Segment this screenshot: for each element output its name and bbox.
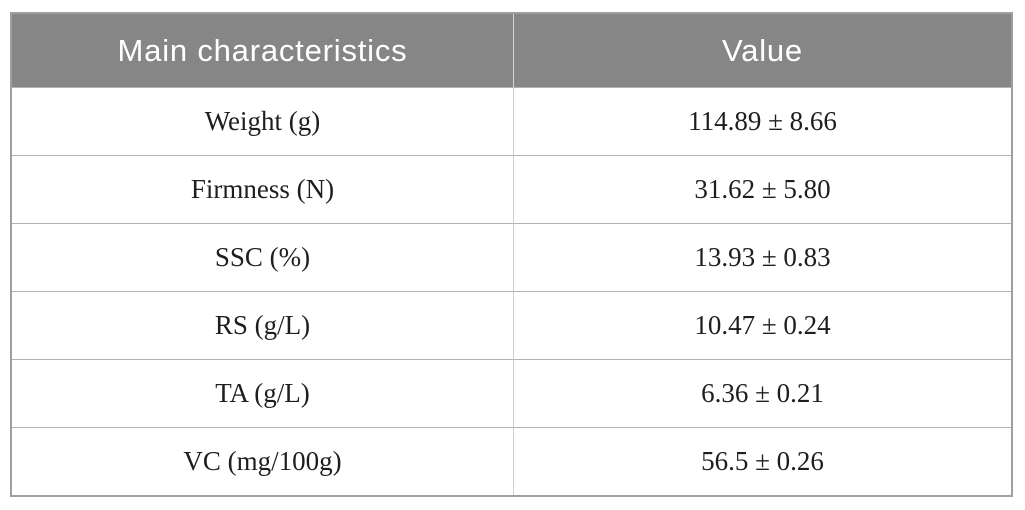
row-firmness-label: Firmness (N) xyxy=(12,155,513,223)
characteristics-table: Main characteristics Value Weight (g) 11… xyxy=(10,12,1013,497)
row-vc-label: VC (mg/100g) xyxy=(12,427,513,495)
row-ssc-value: 13.93 ± 0.83 xyxy=(512,223,1011,291)
row-ssc-label: SSC (%) xyxy=(12,223,513,291)
column-header-main-characteristics: Main characteristics xyxy=(12,14,513,87)
row-ta-label: TA (g/L) xyxy=(12,359,513,427)
column-header-value: Value xyxy=(512,14,1011,87)
row-vc-value: 56.5 ± 0.26 xyxy=(512,427,1011,495)
row-rs-label: RS (g/L) xyxy=(12,291,513,359)
row-ta-value: 6.36 ± 0.21 xyxy=(512,359,1011,427)
row-rs-value: 10.47 ± 0.24 xyxy=(512,291,1011,359)
row-firmness-value: 31.62 ± 5.80 xyxy=(512,155,1011,223)
row-weight-label: Weight (g) xyxy=(12,87,513,155)
row-weight-value: 114.89 ± 8.66 xyxy=(512,87,1011,155)
